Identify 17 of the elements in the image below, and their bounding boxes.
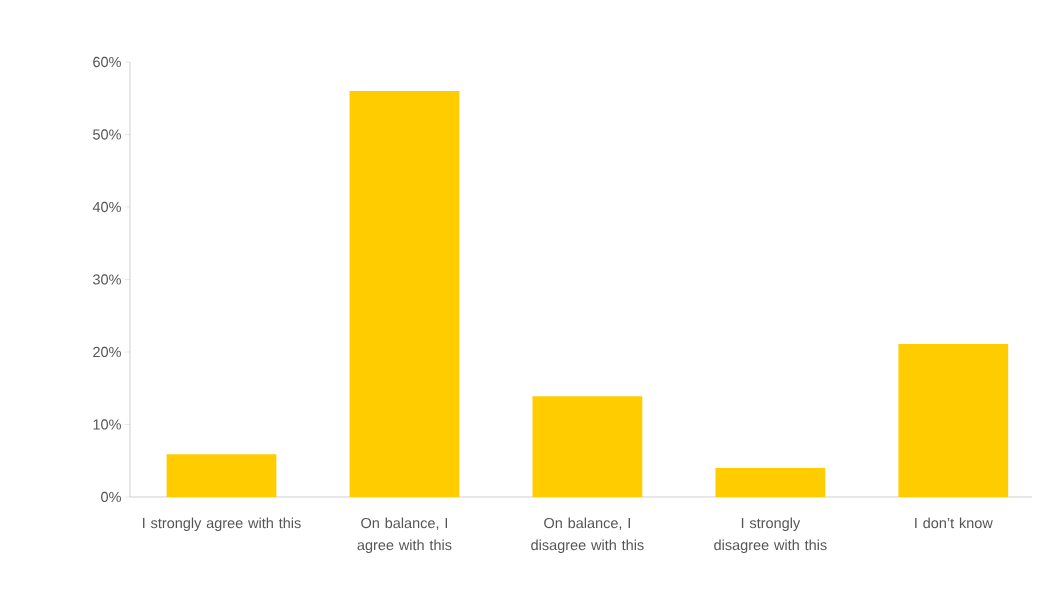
bar	[349, 91, 460, 497]
x-tick-label: I don’t know	[915, 517, 993, 529]
y-tick-label: 10%	[93, 419, 121, 430]
bar	[715, 467, 826, 497]
bar	[898, 344, 1009, 497]
y-tick-label: 40%	[92, 201, 121, 213]
y-tick-label: 60%	[93, 56, 121, 68]
bar	[532, 396, 643, 497]
y-tick-label: 0%	[101, 491, 121, 503]
bar	[166, 454, 277, 497]
y-tick-label: 50%	[93, 129, 121, 140]
x-tick-label: I strongly agree with this	[143, 517, 301, 532]
x-tick-label: On balance, I agree with this	[357, 517, 452, 554]
y-tick-label: 30%	[93, 274, 121, 285]
x-tick-label: I strongly disagree with this	[714, 517, 827, 554]
x-tick-label: On balance, I disagree with this	[531, 517, 644, 554]
y-tick-label: 20%	[93, 346, 121, 358]
